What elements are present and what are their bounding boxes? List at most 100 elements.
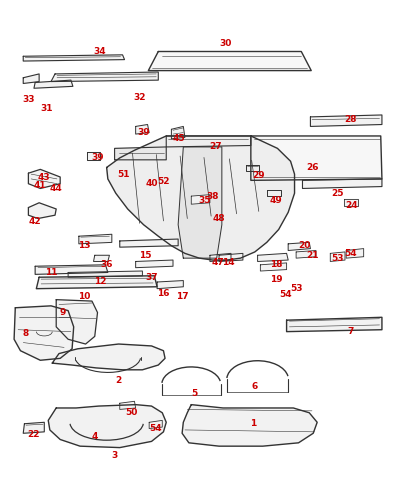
Polygon shape (94, 255, 110, 262)
Text: 9: 9 (60, 308, 66, 317)
Polygon shape (120, 401, 136, 409)
Text: 8: 8 (23, 328, 29, 337)
Text: 54: 54 (279, 290, 292, 300)
Text: 17: 17 (176, 292, 188, 301)
Polygon shape (114, 147, 166, 160)
Text: 38: 38 (206, 192, 219, 201)
Text: 5: 5 (191, 389, 197, 398)
Polygon shape (28, 203, 56, 218)
Polygon shape (107, 136, 294, 260)
Polygon shape (182, 405, 317, 446)
Polygon shape (52, 344, 165, 370)
Polygon shape (210, 253, 231, 262)
Polygon shape (136, 260, 173, 268)
Polygon shape (136, 124, 149, 134)
Polygon shape (330, 252, 345, 262)
Text: 53: 53 (331, 253, 343, 263)
Text: 42: 42 (29, 217, 42, 227)
Text: 54: 54 (149, 424, 162, 433)
Polygon shape (288, 242, 310, 251)
Text: 41: 41 (34, 180, 47, 190)
Polygon shape (23, 422, 44, 433)
Polygon shape (286, 317, 382, 332)
Text: 6: 6 (252, 383, 258, 392)
Text: 3: 3 (112, 451, 118, 460)
Text: 28: 28 (344, 115, 356, 124)
Text: 50: 50 (126, 408, 138, 417)
Text: 24: 24 (346, 201, 358, 210)
Polygon shape (310, 115, 382, 126)
Polygon shape (68, 271, 142, 277)
Polygon shape (23, 74, 39, 84)
Text: 27: 27 (209, 143, 222, 152)
Text: 37: 37 (145, 273, 158, 282)
Polygon shape (344, 199, 358, 205)
Text: 16: 16 (157, 289, 170, 298)
Text: 45: 45 (173, 134, 186, 144)
Polygon shape (157, 281, 183, 288)
Text: 18: 18 (270, 260, 282, 269)
Text: 2: 2 (116, 376, 122, 385)
Text: 20: 20 (298, 241, 310, 250)
Text: 54: 54 (344, 249, 356, 258)
Polygon shape (302, 179, 382, 189)
Polygon shape (35, 265, 108, 275)
Text: 39: 39 (91, 154, 104, 162)
Text: 11: 11 (45, 268, 57, 277)
Text: 14: 14 (222, 258, 235, 267)
Polygon shape (51, 72, 158, 82)
Polygon shape (14, 306, 74, 360)
Polygon shape (246, 165, 259, 171)
Polygon shape (79, 234, 112, 244)
Text: 10: 10 (78, 292, 90, 301)
Text: 32: 32 (133, 93, 146, 102)
Polygon shape (258, 253, 288, 262)
Polygon shape (267, 190, 282, 196)
Polygon shape (36, 276, 157, 288)
Text: 34: 34 (94, 47, 106, 56)
Polygon shape (23, 55, 124, 61)
Text: 25: 25 (331, 189, 343, 198)
Text: 36: 36 (100, 260, 113, 269)
Text: 49: 49 (270, 196, 283, 205)
Text: 1: 1 (250, 419, 257, 428)
Polygon shape (251, 136, 382, 180)
Text: 21: 21 (306, 251, 318, 260)
Polygon shape (172, 126, 185, 139)
Polygon shape (166, 136, 251, 147)
Text: 12: 12 (94, 277, 106, 287)
Polygon shape (28, 169, 60, 189)
Text: 48: 48 (213, 214, 225, 223)
Text: 15: 15 (139, 251, 152, 260)
Polygon shape (346, 249, 364, 258)
Polygon shape (87, 152, 100, 160)
Text: 35: 35 (198, 196, 211, 205)
Polygon shape (148, 51, 311, 71)
Text: 26: 26 (306, 163, 318, 172)
Text: 30: 30 (220, 39, 232, 48)
Polygon shape (178, 147, 222, 258)
Text: 44: 44 (50, 184, 62, 193)
Polygon shape (48, 405, 166, 447)
Text: 47: 47 (212, 258, 224, 267)
Polygon shape (219, 253, 243, 262)
Text: 39: 39 (137, 128, 150, 137)
Text: 52: 52 (157, 177, 170, 186)
Text: 33: 33 (22, 95, 35, 104)
Text: 29: 29 (252, 171, 265, 180)
Text: 43: 43 (38, 172, 51, 181)
Polygon shape (149, 420, 162, 429)
Text: 7: 7 (347, 327, 353, 336)
Text: 53: 53 (290, 284, 302, 293)
Polygon shape (296, 251, 316, 258)
Text: 13: 13 (78, 241, 90, 250)
Polygon shape (260, 263, 286, 271)
Polygon shape (34, 80, 73, 88)
Text: 51: 51 (118, 169, 130, 179)
Text: 19: 19 (270, 275, 282, 284)
Text: 22: 22 (28, 430, 40, 439)
Polygon shape (120, 239, 178, 247)
Text: 40: 40 (145, 179, 158, 188)
Polygon shape (56, 300, 98, 344)
Polygon shape (191, 195, 210, 204)
